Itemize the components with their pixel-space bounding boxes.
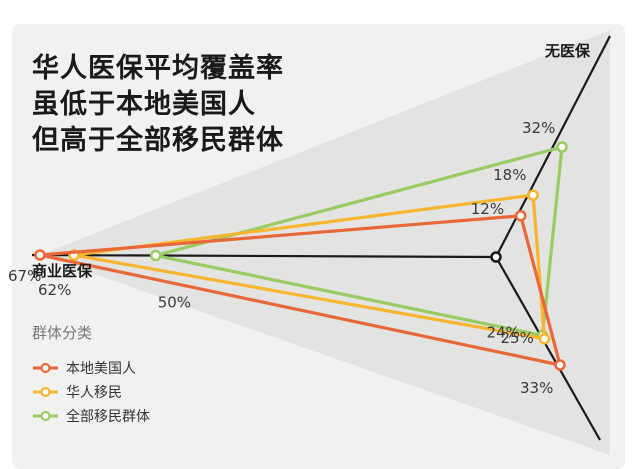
value-label-2-2: 24% — [487, 324, 520, 342]
data-point-1-2 — [538, 333, 551, 345]
axis-line-government — [495, 256, 601, 441]
data-point-2-0 — [149, 249, 162, 262]
series-layer — [34, 141, 568, 371]
title-line-1: 华人医保平均覆盖率 — [32, 53, 284, 84]
legend-marker-2 — [40, 410, 51, 422]
value-label-0-0: 67% — [8, 267, 41, 285]
axis-label-uninsured: 无医保 — [544, 42, 591, 60]
legend-marker-1 — [40, 386, 51, 398]
axis-line-uninsured — [495, 35, 611, 258]
value-label-0-2: 33% — [520, 379, 553, 397]
legend-label-0: 本地美国人 — [66, 361, 136, 377]
value-label-0-1: 12% — [471, 200, 504, 218]
value-label-1-2: 25% — [500, 329, 533, 347]
data-point-2-1 — [556, 141, 568, 153]
axes-layer — [31, 35, 611, 441]
series-polygon-0 — [38, 214, 562, 367]
value-label-2-1: 32% — [522, 119, 555, 137]
legend-title: 群体分类 — [32, 324, 92, 342]
axis-label-commercial: 商业医保 — [32, 262, 93, 280]
data-point-0-0 — [34, 249, 46, 261]
data-point-0-1 — [515, 210, 527, 222]
value-label-1-1: 18% — [493, 166, 526, 184]
series-polygon-1 — [72, 193, 547, 341]
value-label-1-0: 62% — [38, 281, 71, 299]
data-point-1-1 — [527, 189, 539, 201]
value-labels-layer: 67% 12% 33% 62% 18% 25% 50% 32% 24% — [8, 119, 555, 397]
series-polygon-2 — [154, 145, 564, 338]
legend-label-1: 华人移民 — [66, 385, 122, 401]
title-line-2: 虽低于本地美国人 — [32, 89, 256, 120]
axis-shade-band — [40, 30, 610, 455]
data-point-0-2 — [554, 359, 566, 371]
center-point — [490, 251, 502, 263]
legend-marker-0 — [40, 362, 51, 374]
legend-label-2: 全部移民群体 — [66, 408, 150, 425]
title-line-3: 但高于全部移民群体 — [32, 125, 284, 156]
axis-line-commercial — [31, 253, 497, 259]
value-label-2-0: 50% — [158, 294, 191, 312]
